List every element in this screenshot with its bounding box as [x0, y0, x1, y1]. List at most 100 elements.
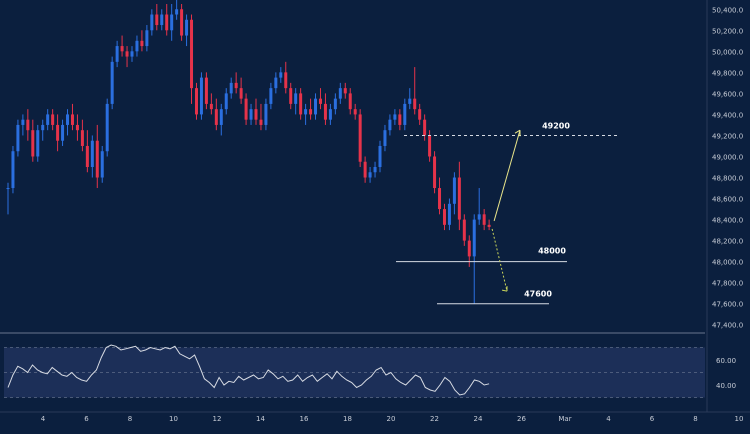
candle[interactable]: [343, 82, 347, 99]
candle[interactable]: [204, 72, 208, 110]
candle[interactable]: [477, 188, 481, 225]
candle[interactable]: [284, 61, 288, 94]
candle[interactable]: [457, 161, 461, 231]
candle[interactable]: [423, 114, 427, 141]
candle[interactable]: [249, 103, 253, 125]
candle[interactable]: [353, 103, 357, 120]
bearish-arrow[interactable]: [491, 228, 508, 292]
candle[interactable]: [155, 4, 159, 31]
candle[interactable]: [447, 198, 451, 231]
candle[interactable]: [120, 35, 124, 57]
candle[interactable]: [378, 140, 382, 173]
candle[interactable]: [199, 72, 203, 120]
candle[interactable]: [487, 219, 491, 231]
candle[interactable]: [185, 14, 189, 47]
candle[interactable]: [75, 114, 79, 141]
candle[interactable]: [289, 82, 293, 110]
candle[interactable]: [338, 82, 342, 104]
candle[interactable]: [368, 167, 372, 183]
bullish-arrow[interactable]: [493, 130, 521, 222]
candle[interactable]: [180, 4, 184, 41]
candle[interactable]: [472, 214, 476, 304]
candle[interactable]: [388, 114, 392, 136]
candle[interactable]: [190, 14, 194, 104]
candle[interactable]: [383, 124, 387, 152]
candle[interactable]: [299, 88, 303, 120]
candle[interactable]: [130, 46, 134, 62]
candle[interactable]: [348, 88, 352, 115]
candle[interactable]: [413, 67, 417, 115]
rsi-line[interactable]: [7, 344, 490, 396]
candle[interactable]: [41, 119, 45, 141]
candle[interactable]: [26, 109, 30, 141]
candle[interactable]: [160, 9, 164, 31]
candle[interactable]: [150, 9, 154, 36]
candle[interactable]: [452, 172, 456, 215]
candle[interactable]: [333, 93, 337, 115]
candle[interactable]: [140, 30, 144, 52]
candle[interactable]: [259, 103, 263, 131]
candle[interactable]: [214, 98, 218, 131]
candle[interactable]: [438, 177, 442, 215]
candle[interactable]: [229, 77, 233, 99]
candle[interactable]: [224, 88, 228, 115]
candle[interactable]: [135, 35, 139, 57]
candle[interactable]: [408, 88, 412, 110]
candle[interactable]: [363, 156, 367, 183]
candle[interactable]: [294, 88, 298, 115]
candle[interactable]: [85, 130, 89, 173]
candle[interactable]: [145, 25, 149, 52]
candle[interactable]: [239, 77, 243, 104]
candle[interactable]: [358, 109, 362, 167]
candle[interactable]: [269, 82, 273, 110]
candle[interactable]: [100, 145, 104, 183]
candle[interactable]: [314, 93, 318, 120]
candle[interactable]: [80, 119, 84, 152]
candle[interactable]: [56, 114, 60, 152]
candle[interactable]: [115, 40, 119, 68]
candle[interactable]: [403, 98, 407, 131]
candle[interactable]: [482, 209, 486, 231]
candle[interactable]: [442, 203, 446, 231]
candle[interactable]: [323, 93, 327, 125]
candle[interactable]: [194, 82, 198, 120]
candle[interactable]: [318, 88, 322, 110]
candle[interactable]: [175, 0, 179, 20]
candle[interactable]: [373, 161, 377, 178]
candle[interactable]: [125, 46, 129, 68]
candle[interactable]: [274, 72, 278, 94]
candle[interactable]: [51, 109, 55, 131]
candle[interactable]: [398, 109, 402, 131]
candle[interactable]: [16, 119, 20, 157]
candle[interactable]: [279, 67, 283, 83]
candle[interactable]: [46, 109, 50, 131]
candle[interactable]: [462, 214, 466, 246]
time-axis[interactable]: 468101214161820222426Mar468101518: [0, 411, 750, 423]
candle[interactable]: [66, 109, 70, 136]
candle[interactable]: [95, 124, 99, 189]
candle[interactable]: [304, 103, 308, 125]
candle[interactable]: [70, 103, 74, 131]
candle[interactable]: [61, 119, 65, 146]
candle[interactable]: [90, 135, 94, 178]
candle[interactable]: [209, 93, 213, 115]
candle[interactable]: [11, 145, 15, 194]
candle[interactable]: [219, 103, 223, 136]
price-pane[interactable]: [6, 0, 491, 304]
candle[interactable]: [264, 98, 268, 131]
candle[interactable]: [433, 151, 437, 194]
candle[interactable]: [418, 103, 422, 125]
price-axis[interactable]: 50,400.0 50,200.0 50,000.0 49,800.0 49,600.0…: [706, 0, 743, 412]
candle[interactable]: [6, 182, 10, 215]
candle[interactable]: [21, 114, 25, 136]
candle[interactable]: [309, 98, 313, 120]
candle[interactable]: [165, 4, 169, 36]
candle[interactable]: [254, 98, 258, 125]
candle[interactable]: [36, 124, 40, 162]
candle[interactable]: [31, 119, 35, 162]
candle[interactable]: [328, 103, 332, 125]
candle[interactable]: [234, 72, 238, 94]
candle[interactable]: [105, 98, 109, 157]
